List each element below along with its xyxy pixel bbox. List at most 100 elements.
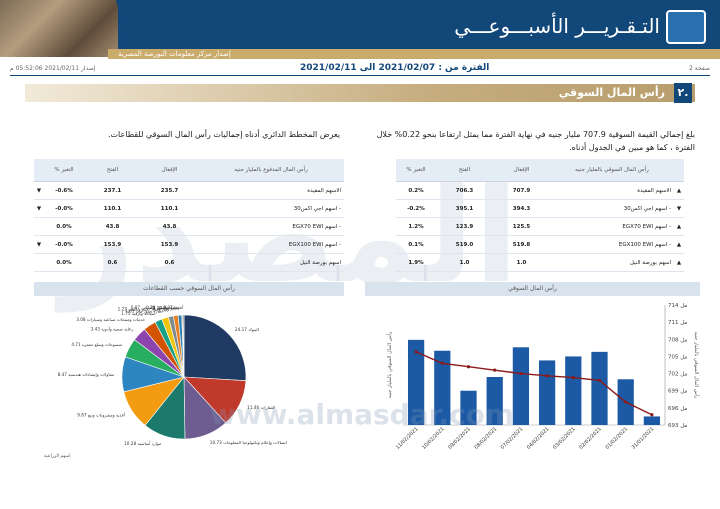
bar	[591, 351, 608, 425]
change-cell: 0.0%	[44, 253, 84, 272]
direction-icon: ▲	[674, 235, 684, 254]
change-cell: 1.9%	[396, 253, 436, 272]
direction-icon: ▲	[674, 181, 684, 200]
change-cell: -0.0%	[44, 235, 84, 254]
open-cell: 237.1	[84, 181, 141, 200]
pie-slice	[183, 314, 247, 381]
section-number: ٢.	[674, 83, 692, 103]
y-axis-title: رأس المال السوقي بالمليار جنيه	[693, 332, 700, 400]
x-tick-label: 02/02/2021	[578, 426, 603, 451]
table-row: -0.2% 395.1 394.3- اسهم اجي اكس30 ▼	[396, 199, 684, 218]
change-cell: 0.0%	[44, 217, 84, 236]
y-tick-label: 699 مل	[668, 389, 687, 395]
pie-data-label: 4.71 منسوجات وسلع معمرة	[71, 342, 122, 347]
page-number: صفحة 2	[689, 65, 710, 72]
x-tick-label: 31/01/2021	[631, 426, 656, 451]
table-row: 1.9% 1.0 1.0 اسهم بورصة النيل ▲	[396, 253, 684, 272]
change-cell: 1.2%	[396, 217, 436, 236]
open-cell: 0.6	[84, 253, 141, 272]
sector-paragraph: يعرض المخطط الدائري أدناه إجماليات رأس ا…	[107, 130, 340, 139]
table-row: ▼ -0.6% 237.1 235.7 الاسهم المقيدة	[34, 181, 344, 200]
direction-icon	[34, 253, 44, 272]
pie-chart-title: رأس المال السوقي حسب القطاعات	[34, 282, 344, 296]
name-cell: الاسهم المقيدة	[550, 181, 674, 200]
pie-data-label: 10.73 اتصالات وإعلام وتكنولوجيا المعلوما…	[210, 440, 287, 446]
name-cell: اسهم بورصة النيل	[198, 253, 344, 272]
close-cell: 0.6	[141, 253, 198, 272]
bar	[434, 350, 451, 425]
bar-chart-title: رأس المال السوقي	[365, 282, 700, 296]
name-cell: اسهم بورصة النيل	[550, 253, 674, 272]
watermark-url: www.almasdar.com	[210, 398, 515, 431]
pie-data-label: 3.08 خدمات ومنتجات صناعية وسيارات	[76, 317, 145, 322]
column-header: الفتح	[84, 159, 141, 182]
close-cell: 235.7	[141, 181, 198, 200]
trend-point	[493, 368, 497, 372]
change-cell: -0.6%	[44, 181, 84, 200]
pie-data-label: 1.65 تجارة وموزعون	[125, 308, 163, 313]
change-cell: 0.1%	[396, 235, 436, 254]
x-tick-label: 04/02/2021	[526, 426, 551, 451]
pie-data-label: 3.43 رعاية صحية وأدوية	[91, 326, 134, 332]
pie-data-label: 0.87 خدمات النقل والشحن	[131, 305, 180, 310]
column-header: الفتح	[436, 159, 493, 182]
pie-data-label: 1.13 مرافق	[153, 306, 175, 311]
direction-icon	[34, 217, 44, 236]
change-cell: -0.2%	[396, 199, 436, 218]
pie-data-label: 10.28 موارد أساسية	[124, 440, 161, 446]
open-cell: 43.8	[84, 217, 141, 236]
y-tick-label: 711 مل	[668, 320, 687, 326]
pie-data-label: 0.28 خدمات تعليمية	[146, 305, 182, 310]
name-cell: - اسهم EGX100 EWI	[198, 235, 344, 254]
bar	[460, 390, 477, 425]
trend-point	[571, 375, 575, 380]
section-title: رأس المال السوقي	[558, 86, 665, 99]
open-cell: 123.9	[436, 217, 493, 236]
bar	[512, 347, 530, 425]
trend-point	[545, 374, 549, 378]
x-tick-label: 01/02/2021	[604, 426, 629, 451]
name-cell: - اسهم EGX70 EWI	[550, 217, 674, 236]
column-header: رأس المال السوقي بالمليار جنيه	[550, 159, 674, 182]
trend-point	[440, 361, 444, 365]
table-row: 0.2% 706.3 707.9 الاسهم المقيدة ▲	[396, 181, 684, 200]
close-cell: 1.0	[493, 253, 550, 272]
x-tick-label: 03/02/2021	[552, 426, 577, 451]
y-tick-label: 702 مل	[668, 372, 687, 378]
bar	[486, 377, 503, 425]
table-row: 0.1% 519.0 519.8- اسهم EGX100 EWI ▲	[396, 235, 684, 254]
market-cap-table: % التغير الفتح الإقفال رأس المال السوقي …	[396, 159, 684, 272]
close-cell: 153.9	[141, 235, 198, 254]
name-cell: الاسهم المقيدة	[198, 181, 344, 200]
trend-point	[414, 350, 418, 354]
trend-point	[519, 371, 523, 376]
divider	[10, 75, 710, 76]
report-title: التـقـريـــر الأسبـــوعـــي	[454, 14, 660, 38]
bar	[538, 360, 556, 425]
bar	[565, 356, 582, 425]
trend-point	[597, 378, 602, 383]
header-gold-band	[108, 49, 720, 59]
header-photo	[0, 0, 130, 57]
bar	[407, 339, 425, 425]
pie-data-label: 1.75 سياحة وترفيه	[121, 311, 155, 316]
open-cell: 153.9	[84, 235, 141, 254]
paid-capital-table: % التغير الفتح الإقفال رأس المال المدفوع…	[34, 159, 344, 272]
pie-data-label: 9.67 أغذية ومشروبات وتبغ	[77, 412, 125, 418]
direction-icon: ▼	[674, 199, 684, 218]
column-header: الإقفال	[141, 159, 198, 182]
name-cell: - اسهم EGX100 EWI	[550, 235, 674, 254]
direction-icon: ▲	[674, 253, 684, 272]
close-cell: 43.8	[141, 217, 198, 236]
y-tick-label: 708 مل	[668, 337, 687, 343]
open-cell: 706.3	[436, 181, 493, 200]
y-tick-label: 705 مل	[668, 354, 687, 360]
issue-timestamp: إصدار 2021/02/11 05:52:06 م	[10, 65, 96, 72]
trend-line	[415, 351, 653, 416]
open-cell: 519.0	[436, 235, 493, 254]
trend-point	[624, 400, 628, 404]
open-cell: 1.0	[436, 253, 493, 272]
direction-icon: ▲	[674, 217, 684, 236]
pie-data-label: 8.47 مقاولات وإنشاءات هندسية	[58, 372, 114, 378]
column-header: % التغير	[44, 159, 84, 182]
